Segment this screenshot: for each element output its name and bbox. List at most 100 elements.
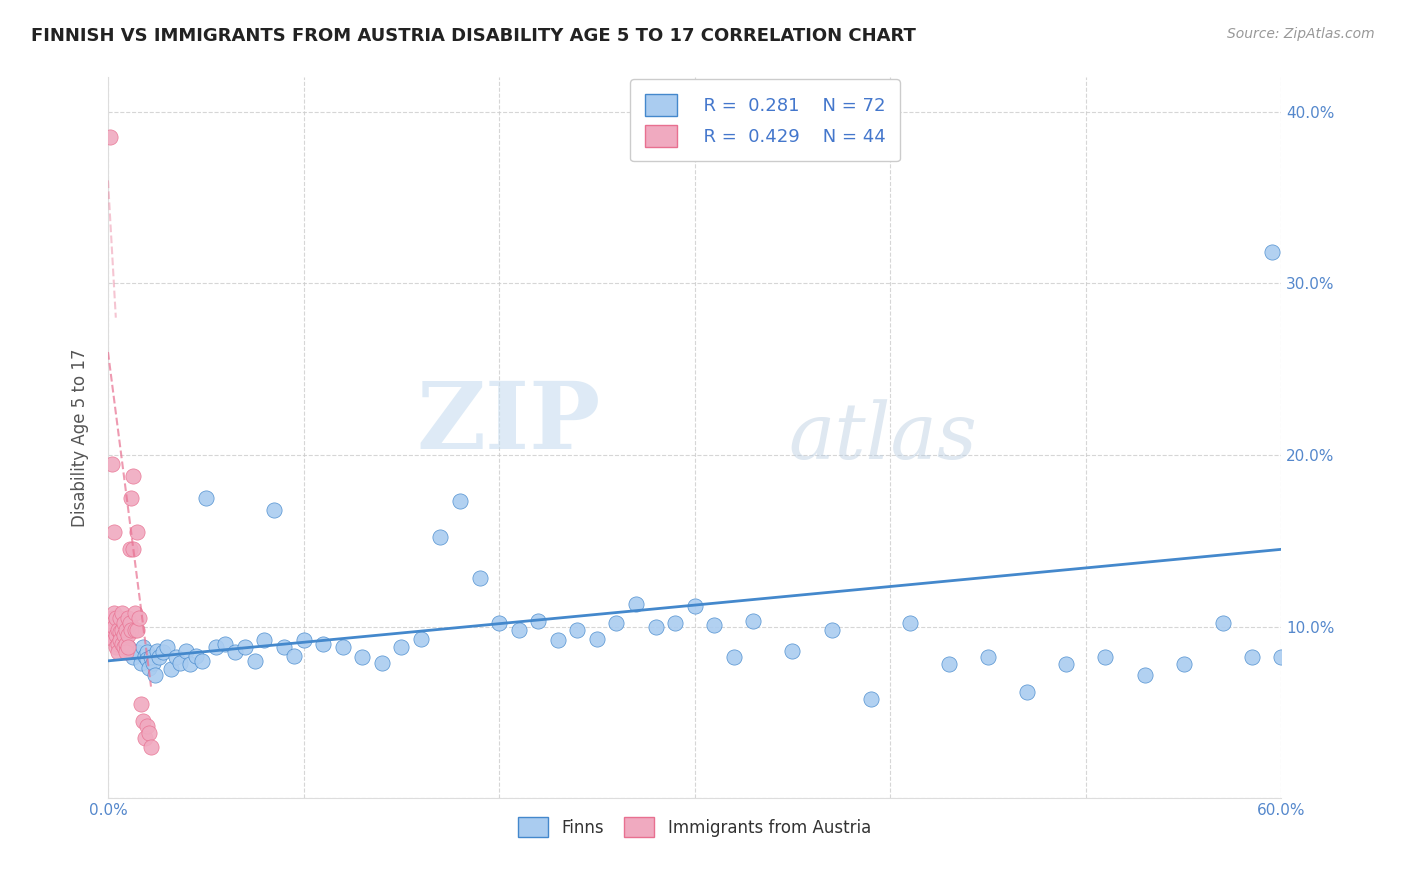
Point [136,719,159,733]
Point [898,616,921,631]
Point [152,645,174,659]
Point [263,503,285,517]
Text: Source: ZipAtlas.com: Source: ZipAtlas.com [1227,27,1375,41]
Point [1094,650,1116,665]
Point [111,637,134,651]
Point [1054,657,1077,672]
Point [104,640,127,654]
Point [156,640,179,654]
Point [108,611,131,625]
Point [977,650,1000,665]
Point [146,643,169,657]
Point [1173,657,1195,672]
Point [122,542,145,557]
Text: atlas: atlas [789,400,977,476]
Point [859,691,882,706]
Point [134,731,156,745]
Point [128,611,150,625]
Point [703,617,725,632]
Point [120,491,142,505]
Point [159,662,181,676]
Point [174,643,197,657]
Point [127,645,149,659]
Point [98,130,121,145]
Point [1212,616,1234,631]
Point [117,640,139,654]
Point [122,468,145,483]
Text: FINNISH VS IMMIGRANTS FROM AUSTRIA DISABILITY AGE 5 TO 17 CORRELATION CHART: FINNISH VS IMMIGRANTS FROM AUSTRIA DISAB… [31,27,915,45]
Point [312,637,335,651]
Point [107,623,129,637]
Point [143,667,166,681]
Point [624,597,647,611]
Point [292,633,315,648]
Point [742,615,765,629]
Point [233,640,256,654]
Point [332,640,354,654]
Point [136,645,159,659]
Point [101,628,124,642]
Point [508,623,530,637]
Point [184,648,207,663]
Point [169,656,191,670]
Point [194,491,217,505]
Point [191,654,214,668]
Point [101,611,124,625]
Point [938,657,960,672]
Legend: Finns, Immigrants from Austria: Finns, Immigrants from Austria [512,810,877,844]
Point [101,457,124,471]
Point [136,652,159,666]
Point [243,654,266,668]
Point [586,632,609,646]
Point [429,530,451,544]
Point [683,599,706,613]
Point [122,650,145,665]
Point [120,623,142,637]
Point [138,726,160,740]
Point [118,542,141,557]
Point [283,648,305,663]
Point [165,650,187,665]
Point [124,606,146,620]
Point [129,656,152,670]
Point [547,633,569,648]
Point [224,645,246,659]
Point [389,640,412,654]
Point [117,640,139,654]
Point [605,616,627,631]
Point [103,606,125,620]
Text: ZIP: ZIP [416,378,600,468]
Point [253,633,276,648]
Point [1241,650,1264,665]
Point [124,623,146,637]
Point [107,645,129,659]
Point [103,525,125,540]
Point [112,640,135,654]
Point [409,632,432,646]
Point [139,739,162,754]
Point [129,697,152,711]
Point [142,656,165,670]
Point [1260,245,1282,260]
Point [468,572,491,586]
Point [111,623,134,637]
Point [127,525,149,540]
Point [112,616,135,631]
Point [104,611,127,625]
Point [723,650,745,665]
Point [117,611,139,625]
Point [112,628,135,642]
Point [103,633,125,648]
Point [1133,667,1156,681]
Point [488,616,510,631]
Point [644,619,666,633]
Point [108,624,131,639]
Point [118,616,141,631]
Point [132,714,155,728]
Y-axis label: Disability Age 5 to 17: Disability Age 5 to 17 [72,349,89,527]
Point [111,606,134,620]
Point [352,650,374,665]
Point [98,623,121,637]
Point [114,637,136,651]
Point [138,661,160,675]
